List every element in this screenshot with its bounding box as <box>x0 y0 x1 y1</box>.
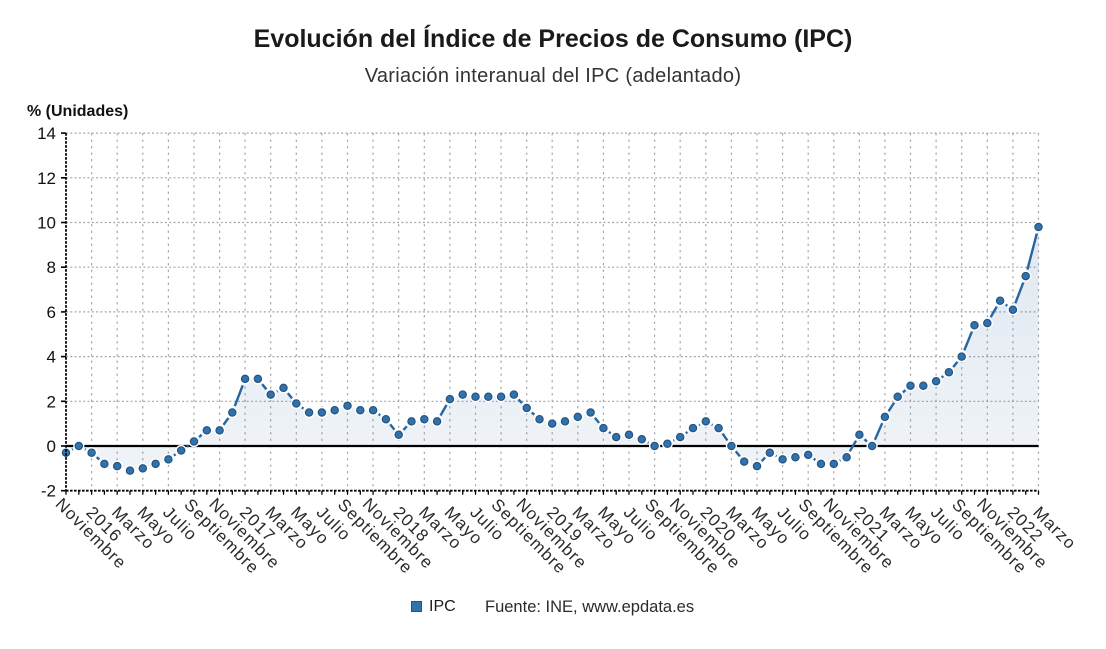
svg-text:0: 0 <box>47 437 56 456</box>
svg-text:14: 14 <box>37 124 56 143</box>
svg-text:6: 6 <box>47 303 56 322</box>
svg-text:12: 12 <box>37 169 56 188</box>
svg-text:4: 4 <box>47 348 56 367</box>
svg-text:2: 2 <box>47 392 56 411</box>
svg-text:10: 10 <box>37 214 56 233</box>
svg-text:-2: -2 <box>41 482 56 501</box>
svg-text:8: 8 <box>47 258 56 277</box>
